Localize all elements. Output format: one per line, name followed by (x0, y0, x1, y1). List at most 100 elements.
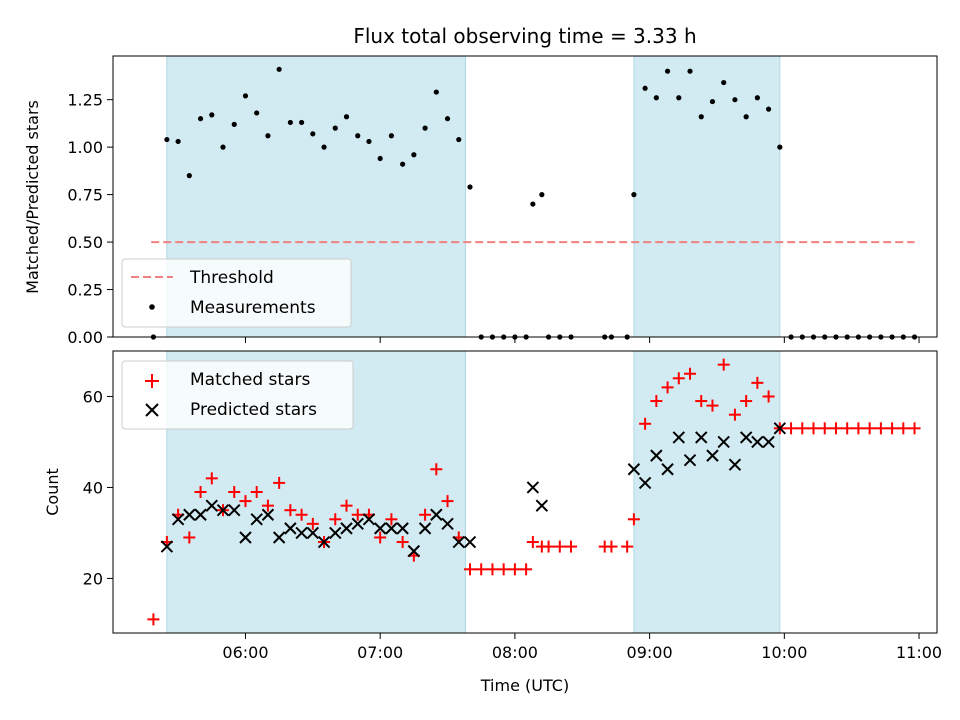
x-stroke-b (160, 540, 174, 553)
measurement-point (766, 106, 772, 112)
matched-star-point (852, 422, 865, 435)
predicted-star-point (452, 535, 465, 549)
x-stroke-b (396, 522, 409, 535)
matched-star-point (306, 517, 319, 530)
predicted-star-point (739, 431, 753, 444)
x-stroke-b (385, 522, 398, 535)
predicted-star-point (638, 476, 652, 490)
matched-star-point (295, 508, 308, 521)
x-stroke-b (430, 508, 443, 521)
matched-star-point (194, 486, 207, 498)
predicted-star-point (194, 508, 207, 521)
x-tick-label: 09:00 (627, 643, 673, 662)
measurement-point (676, 95, 682, 101)
predicted-star-point (695, 431, 708, 444)
matched-star-point (650, 395, 663, 408)
x-stroke-b (194, 508, 207, 521)
bottom-x-ticks: 06:00 07:00 08:00 09:00 10:00 11:00 (222, 633, 942, 662)
predicted-star-point (717, 435, 730, 449)
matched-star-point (751, 376, 764, 389)
x-stroke-b (306, 526, 320, 540)
legend-matched-swatch (145, 374, 159, 388)
matched-star-point (340, 499, 353, 512)
measurement-point (664, 68, 671, 74)
x-stroke-b (463, 535, 477, 549)
x-stroke-b (418, 522, 432, 535)
top-y-ticks: 0.00 0.25 0.50 0.75 1.00 1.25 (67, 91, 113, 347)
x-stroke-b (739, 431, 753, 444)
bottom-panel: 20 40 60 06:00 07:00 08:00 09:00 10:00 11:00 Ti… (43, 350, 942, 695)
measurement-point (687, 68, 693, 74)
predicted-star-point (205, 499, 218, 512)
measurement-point (411, 152, 417, 158)
bottom-legend: Matched stars Predicted stars (121, 360, 354, 430)
top-legend: Threshold Measurements (121, 258, 352, 328)
x-stroke-b (452, 535, 465, 549)
x-stroke-b (329, 526, 342, 540)
legend-predicted-swatch (145, 403, 159, 417)
x-tick-label: 11:00 (896, 643, 942, 662)
measurement-point (242, 93, 249, 99)
top-y-tick-label: 0.00 (67, 328, 103, 347)
bottom-y-axis-label: Count (43, 468, 62, 516)
legend-predicted-label: Predicted stars (190, 400, 317, 420)
top-y-tick-label: 1.00 (67, 138, 103, 157)
x-stroke-b (717, 435, 730, 449)
measurement-point (631, 192, 637, 198)
predicted-star-point (228, 503, 241, 517)
x-stroke-b (526, 481, 540, 494)
x-stroke-b (661, 463, 674, 476)
predicted-star-point (418, 522, 432, 535)
measurement-point (175, 138, 181, 145)
matched-star-point (508, 563, 521, 576)
measurement-point (642, 85, 648, 91)
predicted-star-point (535, 499, 549, 512)
matched-star-point (486, 563, 499, 576)
matched-star-point (419, 508, 432, 521)
predicted-star-point (239, 531, 252, 544)
predicted-star-point (706, 449, 719, 462)
matched-star-point (520, 563, 533, 576)
predicted-star-point (407, 544, 421, 558)
measurement-point (709, 98, 716, 105)
matched-star-point (183, 531, 196, 544)
x-stroke-b (216, 503, 230, 517)
measurement-point (321, 144, 327, 150)
matched-star-point (863, 422, 876, 435)
matched-star-point (706, 399, 719, 412)
measurement-point (456, 136, 462, 143)
predicted-star-point (272, 531, 286, 544)
matched-star-point (639, 417, 652, 430)
x-stroke-b (728, 458, 742, 471)
predicted-star-point (317, 535, 331, 549)
measurement-point (287, 119, 293, 126)
measurement-point (265, 133, 271, 139)
x-tick-label: 10:00 (761, 643, 807, 662)
matched-star-point (475, 563, 488, 576)
top-y-axis-label: Matched/Predicted stars (23, 100, 42, 294)
x-stroke-b (650, 449, 663, 462)
matched-star-point (261, 499, 274, 512)
x-tick-label: 07:00 (357, 643, 403, 662)
predicted-star-point (430, 508, 443, 521)
x-stroke-b (261, 508, 275, 521)
matched-star-point (430, 463, 443, 476)
predicted-star-point (261, 508, 275, 521)
measurement-point (530, 201, 536, 207)
matched-star-point (239, 495, 252, 508)
measurement-point (444, 116, 451, 122)
x-stroke-b (407, 544, 421, 558)
predicted-star-point (728, 458, 742, 471)
measurement-point (732, 97, 738, 103)
x-stroke-b (362, 513, 376, 526)
predicted-star-point (250, 513, 263, 526)
predicted-star-point (216, 503, 230, 517)
matched-star-point (553, 540, 566, 553)
measurement-point (777, 144, 783, 150)
x-stroke-b (284, 522, 297, 535)
bottom-legend-box (121, 360, 354, 430)
x-stroke-b (228, 503, 241, 517)
x-stroke-b (751, 435, 764, 449)
x-stroke-b (683, 453, 697, 467)
measurement-point (467, 184, 473, 190)
